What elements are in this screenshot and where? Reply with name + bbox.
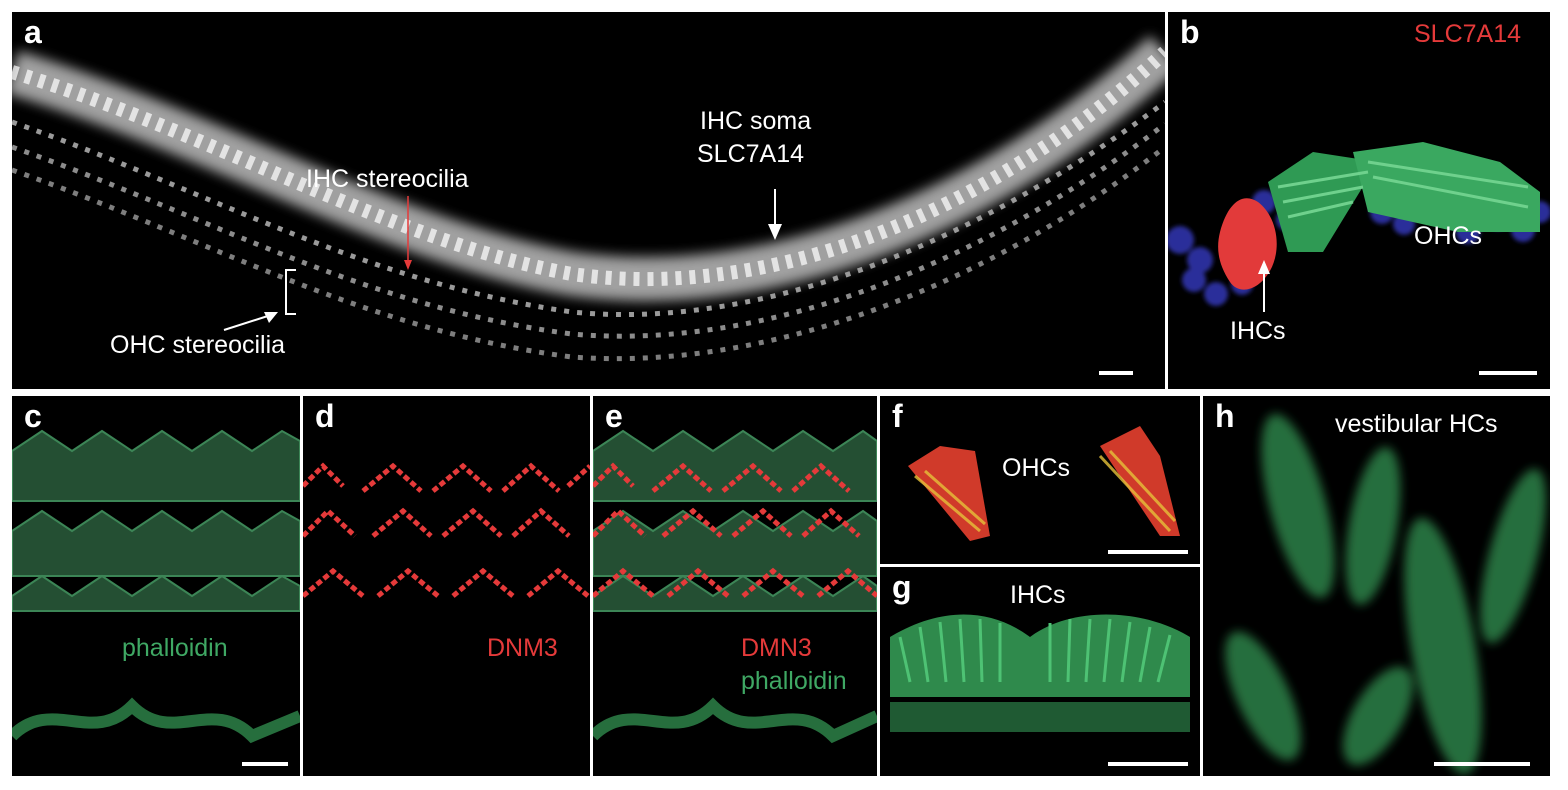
ohc-bundle-right	[1100, 426, 1180, 536]
panel-a-image	[12, 35, 1165, 362]
panel-d: d DNM3	[303, 396, 590, 776]
scale-bar	[1108, 762, 1188, 766]
slc7a14-label: SLC7A14	[1414, 20, 1522, 48]
ohcs-label: OHCs	[1002, 454, 1071, 482]
panel-a: a IHC stereocilia IHC soma SLC7A14 OHC s…	[12, 12, 1165, 389]
ohc-row-1	[12, 100, 1165, 318]
panel-e: e DMN3 phalloidin	[593, 396, 877, 776]
panel-b-image	[1168, 142, 1550, 312]
scale-bar	[242, 762, 288, 766]
panel-g-letter: g	[892, 569, 912, 605]
phalloidin-label: phalloidin	[741, 667, 847, 695]
panel-d-letter: d	[315, 398, 335, 434]
green-ohc-bundles	[1268, 142, 1540, 252]
panel-f-letter: f	[892, 398, 903, 434]
vestibular-bundles	[1225, 413, 1546, 775]
ohcs-label: OHCs	[1414, 222, 1483, 250]
dnm3-label: DNM3	[487, 634, 558, 662]
panel-a-letter: a	[24, 14, 42, 50]
panel-h: h vestibular HCs	[1203, 396, 1550, 776]
dmn3-label: DMN3	[741, 634, 812, 662]
scale-bar	[1099, 371, 1133, 375]
panel-g: g IHCs	[880, 567, 1200, 776]
ihcs-label: IHCs	[1230, 317, 1286, 345]
panel-c-letter: c	[24, 398, 42, 434]
dnm3-chevrons	[303, 462, 590, 598]
ohc-row-2	[12, 122, 1165, 339]
scale-bar	[1108, 550, 1188, 554]
ohc-stereocilia-label: OHC stereocilia	[110, 331, 286, 359]
white-arrow-ohc	[223, 313, 275, 331]
ihc-band	[12, 35, 1165, 302]
panel-f-image	[908, 426, 1180, 541]
panel-h-letter: h	[1215, 398, 1235, 434]
green-cell-rows	[12, 429, 300, 612]
ohc-row-3	[12, 145, 1165, 362]
ohc-bracket	[285, 269, 296, 315]
phalloidin-label: phalloidin	[122, 634, 228, 662]
scale-bar	[1479, 371, 1537, 375]
panel-b: b SLC7A14 OHCs IHCs	[1168, 12, 1550, 389]
ihc-soma-label-2: SLC7A14	[697, 140, 805, 168]
panel-e-image	[593, 429, 877, 744]
panel-b-letter: b	[1180, 14, 1200, 50]
panel-h-image	[1225, 413, 1546, 775]
panel-c: c phalloidin	[12, 396, 300, 776]
panel-e-letter: e	[605, 398, 623, 434]
ihc-soma-label-1: IHC soma	[700, 107, 812, 135]
panel-g-image	[890, 614, 1190, 732]
panel-f: f OHCs	[880, 396, 1200, 564]
ihcs-label: IHCs	[1010, 581, 1066, 609]
ihc-stereocilia-label: IHC stereocilia	[306, 165, 469, 193]
panel-d-image	[303, 462, 590, 598]
panel-c-image	[12, 429, 300, 744]
scale-bar	[1434, 762, 1530, 766]
vestibular-hcs-label: vestibular HCs	[1335, 410, 1498, 438]
